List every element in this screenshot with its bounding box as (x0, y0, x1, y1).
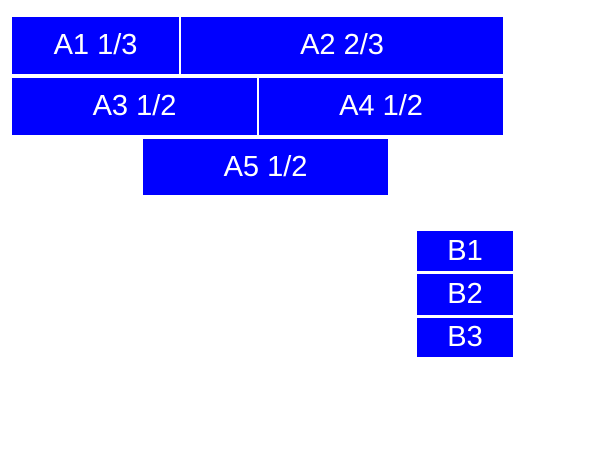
box-a2: A2 2/3 (181, 17, 503, 74)
box-a5: A5 1/2 (143, 139, 388, 195)
box-a4: A4 1/2 (259, 78, 503, 135)
box-b1: B1 (417, 231, 513, 271)
box-b3: B3 (417, 318, 513, 357)
box-a1: A1 1/3 (12, 17, 179, 74)
box-b2: B2 (417, 274, 513, 315)
box-a3: A3 1/2 (12, 78, 257, 135)
